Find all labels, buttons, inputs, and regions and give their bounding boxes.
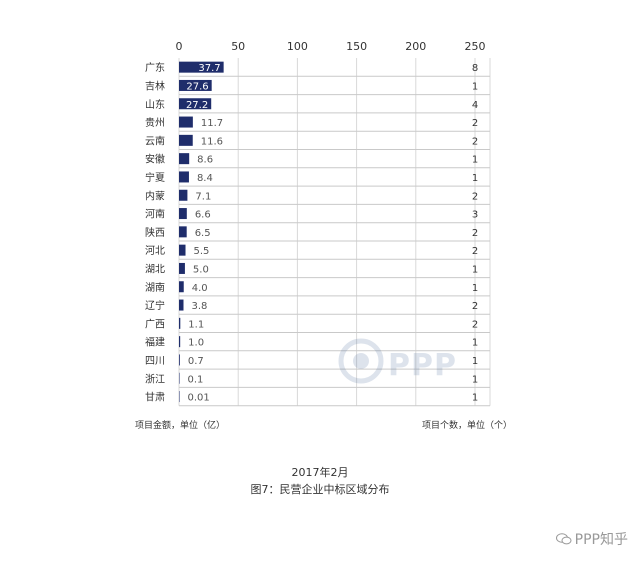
bar — [179, 116, 193, 128]
center-watermark-text: PPP — [388, 348, 457, 383]
count-label: 1 — [472, 338, 478, 349]
category-label: 河南 — [145, 208, 165, 221]
category-label: 福建 — [145, 336, 165, 349]
value-label: 0.7 — [188, 356, 204, 367]
bar — [179, 336, 181, 348]
value-label: 27.2 — [186, 100, 208, 111]
count-label: 2 — [472, 136, 478, 147]
category-label: 广东 — [145, 61, 165, 74]
category-label: 陕西 — [145, 226, 165, 239]
category-label: 内蒙 — [145, 189, 165, 202]
category-label: 云南 — [145, 134, 165, 147]
x-tick-label: 250 — [465, 40, 486, 53]
caption-date: 2017年2月 — [291, 466, 349, 479]
value-label: 6.6 — [195, 210, 211, 221]
category-label: 湖南 — [145, 281, 165, 294]
value-label: 1.1 — [188, 319, 204, 330]
corner-watermark: PPP知乎 — [555, 529, 628, 549]
left-axis-note: 项目金额，单位（亿） — [135, 419, 225, 431]
bar — [179, 354, 180, 366]
bar — [179, 98, 212, 110]
count-label: 1 — [472, 264, 478, 275]
bar — [179, 61, 224, 73]
bar — [179, 79, 212, 91]
ppp-logo-icon — [338, 338, 384, 384]
category-label: 吉林 — [145, 79, 165, 92]
bar — [179, 317, 181, 329]
count-label: 1 — [472, 81, 478, 92]
bar — [179, 226, 187, 238]
bar — [179, 391, 180, 403]
value-label: 6.5 — [195, 228, 211, 239]
x-tick-label: 0 — [176, 40, 183, 53]
value-label: 4.0 — [192, 283, 208, 294]
category-label: 广西 — [145, 318, 165, 330]
value-label: 0.1 — [188, 374, 204, 385]
bar — [179, 153, 190, 165]
value-label: 37.7 — [198, 63, 220, 74]
count-label: 2 — [472, 191, 478, 202]
bar — [179, 299, 184, 311]
count-label: 1 — [472, 393, 478, 404]
x-tick-label: 150 — [346, 40, 367, 53]
bar — [179, 134, 193, 146]
corner-watermark-text: PPP知乎 — [574, 532, 628, 548]
category-label: 四川 — [145, 356, 165, 367]
category-label: 宁夏 — [145, 171, 165, 184]
value-label: 8.6 — [197, 155, 213, 166]
value-label: 5.5 — [194, 246, 210, 257]
count-label: 1 — [472, 356, 478, 367]
right-axis-note: 项目个数，单位（个） — [422, 419, 512, 431]
x-tick-label: 200 — [405, 40, 426, 53]
category-label: 安徽 — [145, 153, 165, 166]
center-watermark: PPP — [338, 338, 478, 394]
bar — [179, 189, 188, 201]
x-tick-label: 100 — [287, 40, 308, 53]
category-label: 浙江 — [145, 373, 165, 385]
count-label: 3 — [472, 210, 478, 221]
bar — [179, 262, 185, 274]
count-label: 2 — [472, 228, 478, 239]
wechat-icon — [555, 533, 572, 545]
bar — [179, 281, 184, 293]
count-label: 1 — [472, 374, 478, 385]
caption-title: 图7：民营企业中标区域分布 — [250, 483, 390, 496]
value-label: 27.6 — [186, 81, 208, 92]
count-label: 2 — [472, 301, 478, 312]
value-label: 11.6 — [201, 136, 223, 147]
count-label: 2 — [472, 246, 478, 257]
value-label: 5.0 — [193, 264, 209, 275]
value-label: 0.01 — [188, 393, 210, 404]
category-label: 辽宁 — [145, 299, 165, 312]
x-tick-label: 50 — [231, 40, 245, 53]
bar — [179, 171, 189, 183]
value-label: 8.4 — [197, 173, 213, 184]
count-label: 2 — [472, 319, 478, 330]
value-label: 1.0 — [188, 338, 204, 349]
category-label: 湖北 — [145, 263, 165, 275]
count-label: 1 — [472, 283, 478, 294]
bar — [179, 208, 187, 220]
bar — [179, 372, 180, 384]
value-label: 11.7 — [201, 118, 223, 129]
value-label: 7.1 — [195, 191, 211, 202]
bar — [179, 244, 186, 256]
count-label: 1 — [472, 173, 478, 184]
category-label: 河北 — [145, 245, 165, 257]
category-label: 贵州 — [145, 116, 165, 129]
value-label: 3.8 — [191, 301, 207, 312]
count-label: 4 — [472, 100, 478, 111]
count-label: 1 — [472, 155, 478, 166]
category-label: 山东 — [145, 98, 165, 111]
category-label: 甘肃 — [145, 391, 165, 404]
count-label: 8 — [472, 63, 478, 74]
count-label: 2 — [472, 118, 478, 129]
